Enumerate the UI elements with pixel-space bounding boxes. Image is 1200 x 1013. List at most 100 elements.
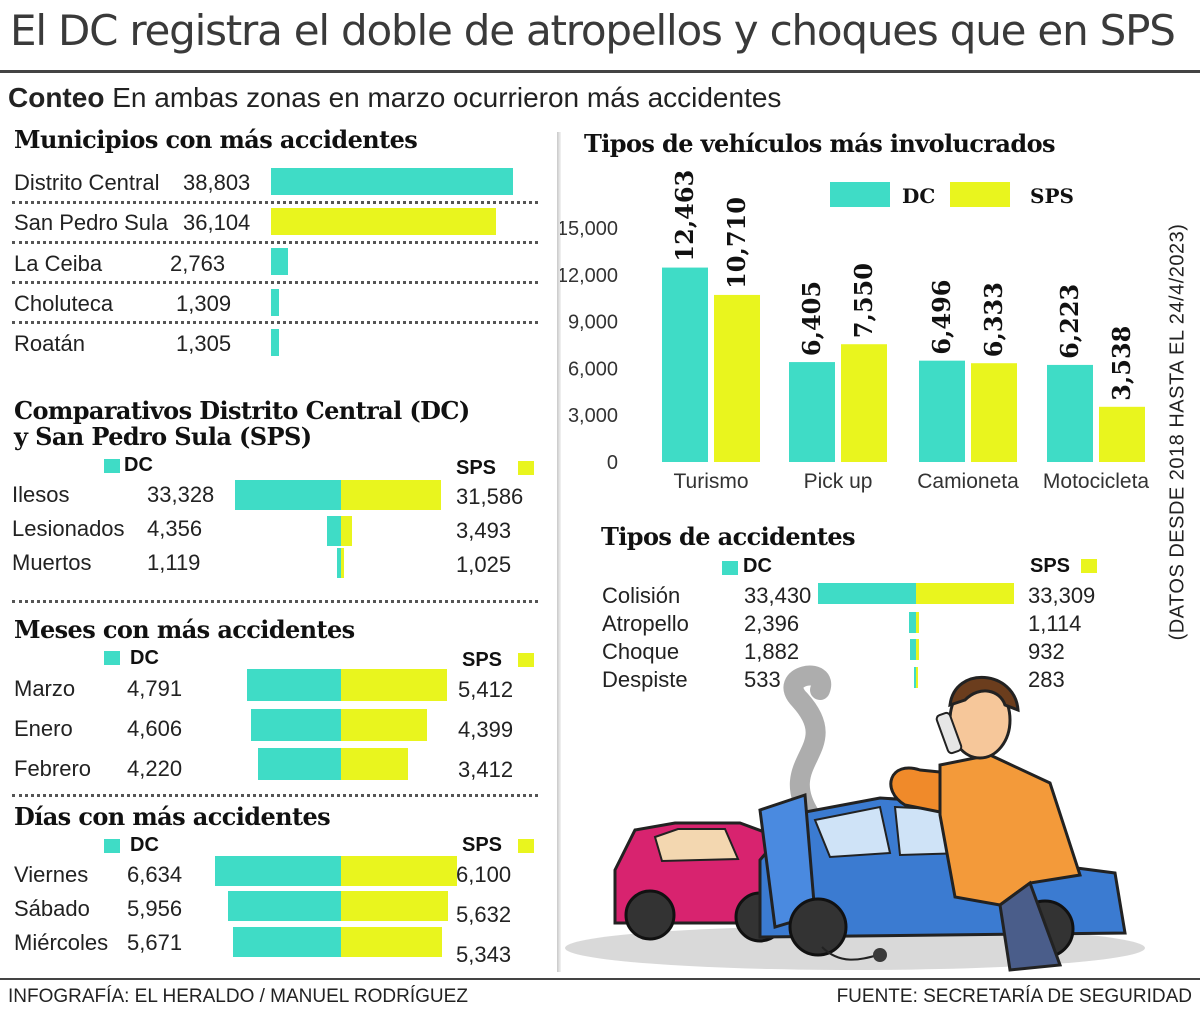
dia-sps-bar [341, 927, 443, 957]
vehicle-dc-value-label: 6,223 [1055, 284, 1084, 359]
sps-legend-swatch [518, 461, 534, 475]
municipio-value: 2,763 [170, 251, 226, 276]
title-rule [0, 70, 1200, 73]
dia-label: Miércoles [14, 930, 109, 955]
comparativo-sps-bar [341, 480, 442, 510]
comparativo-sps-bar [341, 548, 345, 578]
y-tick-label: 0 [607, 452, 618, 474]
comparativos-title: Comparativos Distrito Central (DC) [14, 396, 470, 425]
vehicle-dc-value-label: 6,405 [797, 281, 826, 356]
subtitle-text: En ambas zonas en marzo ocurrieron más a… [112, 82, 782, 113]
data-range-note: (DATOS DESDE 2018 HASTA EL 24/4/2023) [1166, 223, 1189, 641]
column-divider [557, 132, 561, 972]
category-label: Pick up [804, 470, 873, 493]
vehiculos-title: Tipos de vehículos más involucrados [584, 129, 1055, 158]
ground-shadow [565, 926, 1145, 970]
mes-sps-value: 4,399 [458, 717, 514, 742]
accidente-sps-bar [916, 667, 918, 688]
sps-legend-swatch [518, 839, 534, 853]
person-on-phone [889, 676, 1082, 972]
sps-legend-swatch [950, 182, 1010, 207]
footer-rule [0, 978, 1200, 980]
y-tick-label: 9,000 [568, 312, 618, 334]
dc-legend-label: DC [743, 555, 772, 577]
vehicle-sps-bar [971, 363, 1017, 462]
dia-sps-value: 5,343 [456, 942, 512, 967]
y-tick-label: 12,000 [560, 265, 618, 287]
sps-legend-label: SPS [462, 649, 503, 671]
mes-label: Enero [14, 716, 73, 741]
municipio-bar [271, 208, 497, 235]
comparativo-sps-value: 3,493 [456, 518, 512, 543]
mes-sps-bar [341, 748, 408, 780]
comparativos-title-line2: y San Pedro Sula (SPS) [14, 422, 312, 451]
municipio-label: Choluteca [14, 291, 114, 316]
mes-dc-value: 4,791 [127, 676, 183, 701]
accidente-sps-bar [916, 612, 920, 633]
crash-illustration [565, 665, 1145, 972]
subtitle-lead: Conteo [8, 82, 105, 113]
municipio-bar [271, 329, 280, 356]
vehicle-sps-value-label: 6,333 [979, 282, 1008, 357]
sps-legend-label: SPS [462, 834, 503, 856]
dia-sps-value: 5,632 [456, 902, 512, 927]
y-tick-label: 3,000 [568, 405, 618, 427]
dc-legend-label: DC [902, 184, 935, 208]
sps-legend-label: SPS [456, 457, 497, 479]
vehicle-sps-value-label: 10,710 [722, 197, 751, 289]
dia-dc-value: 5,956 [127, 896, 183, 921]
row-divider [12, 201, 538, 204]
accidente-sps-value: 932 [1028, 639, 1065, 664]
section-divider [12, 600, 538, 603]
accidente-dc-bar [908, 612, 916, 633]
mes-sps-value: 5,412 [458, 677, 514, 702]
municipio-bar [271, 248, 289, 275]
mes-label: Marzo [14, 676, 76, 701]
vehicle-dc-bar [789, 362, 835, 462]
cable-line [821, 946, 879, 961]
sps-legend-label: SPS [1030, 184, 1074, 208]
vehicle-dc-value-label: 12,463 [670, 170, 699, 262]
vehicle-dc-bar [919, 360, 965, 462]
dia-sps-value: 6,100 [456, 862, 512, 887]
municipio-value: 1,305 [176, 331, 232, 356]
mes-sps-value: 3,412 [458, 757, 514, 782]
municipio-label: Roatán [14, 331, 85, 356]
mes-sps-bar [341, 709, 428, 741]
comparativo-dc-bar [235, 480, 341, 510]
mes-dc-bar [250, 709, 341, 741]
row-divider [12, 281, 538, 284]
dias-title: Días con más accidentes [14, 802, 331, 831]
comparativo-dc-value: 4,356 [147, 516, 203, 541]
comparativo-dc-value: 1,119 [147, 550, 201, 575]
accidente-sps-value: 283 [1028, 667, 1065, 692]
dc-legend-swatch [104, 651, 120, 665]
accidente-dc-value: 533 [744, 667, 781, 692]
comparativo-dc-value: 33,328 [147, 482, 215, 507]
y-tick-label: 6,000 [568, 358, 618, 380]
dc-legend-swatch [104, 839, 120, 853]
vehicle-sps-value-label: 3,538 [1107, 326, 1136, 401]
dc-legend-label: DC [124, 454, 153, 476]
accidente-dc-value: 33,430 [744, 583, 812, 608]
dia-sps-bar [341, 856, 457, 886]
accidente-sps-bar [916, 639, 919, 660]
dc-legend-label: DC [130, 647, 159, 669]
y-tick-label: 15,000 [560, 218, 618, 240]
dc-legend-label: DC [130, 834, 159, 856]
municipio-label: San Pedro Sula [14, 210, 169, 235]
mes-dc-bar [258, 748, 341, 780]
mes-sps-bar [341, 669, 447, 701]
municipio-label: Distrito Central [14, 170, 160, 195]
vehicle-sps-bar [714, 294, 760, 462]
dia-label: Sábado [14, 896, 90, 921]
accidente-sps-value: 1,114 [1028, 611, 1082, 636]
municipio-bar [271, 168, 513, 195]
category-label: Turismo [673, 470, 748, 493]
vehicle-dc-value-label: 6,496 [927, 280, 956, 355]
mes-dc-bar [247, 669, 341, 701]
accidentes-title: Tipos de accidentes [601, 522, 856, 551]
dia-dc-value: 6,634 [127, 862, 183, 887]
vehicle-dc-bar [1047, 364, 1093, 462]
dia-dc-bar [227, 891, 341, 921]
